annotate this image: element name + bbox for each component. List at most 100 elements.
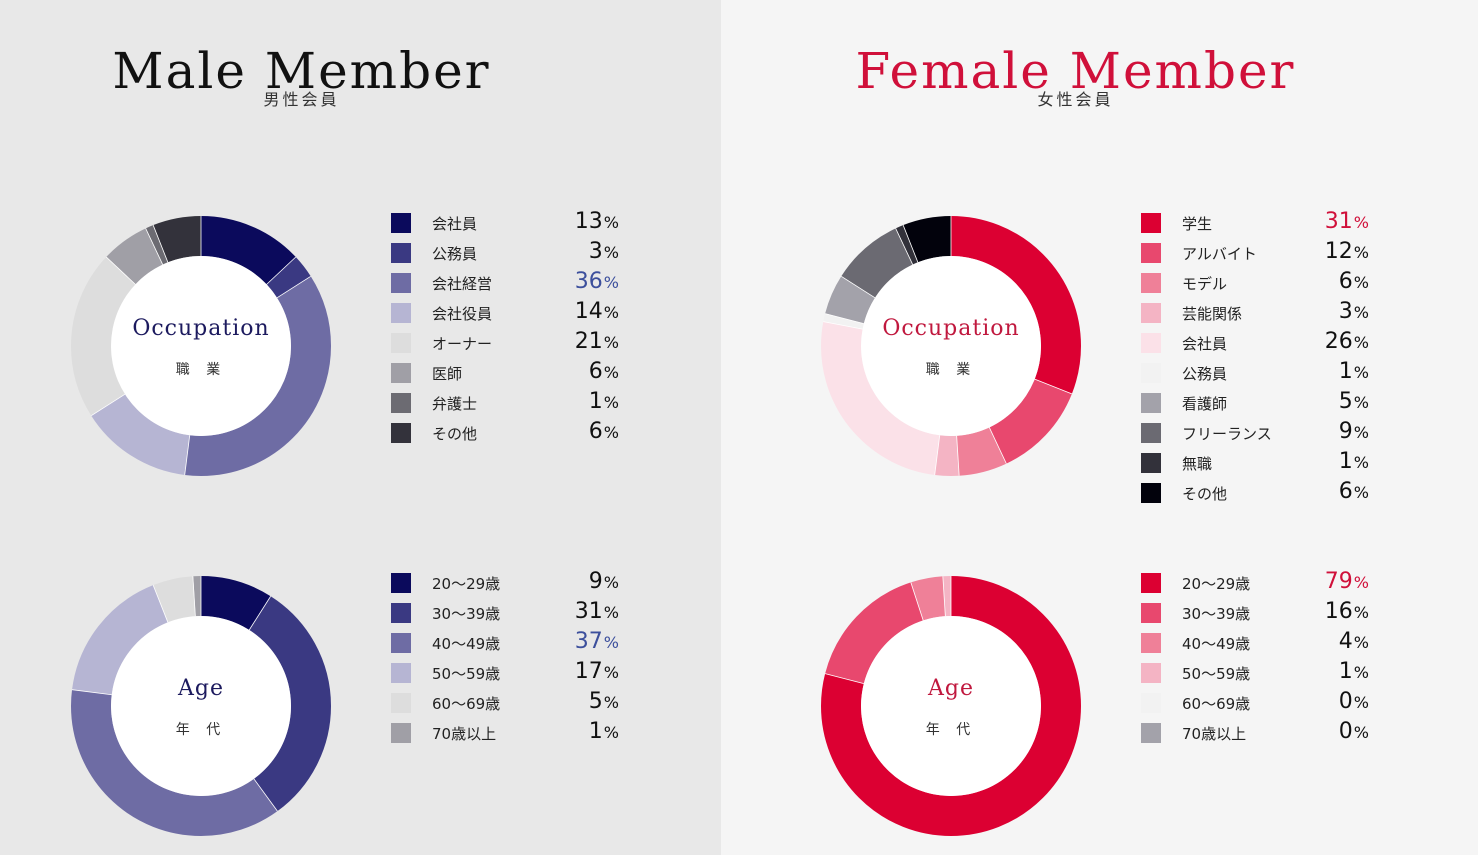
legend-value: 4% xyxy=(1339,629,1369,654)
slice-divider xyxy=(266,256,297,285)
legend-value: 1% xyxy=(1339,359,1369,384)
legend-value-number: 37 xyxy=(574,629,603,654)
legend-value: 36% xyxy=(575,269,619,294)
legend-value-unit: % xyxy=(603,303,619,322)
slice-divider xyxy=(152,224,169,263)
slice-divider xyxy=(248,596,271,631)
legend-value-number: 1 xyxy=(588,719,603,744)
legend-swatch xyxy=(1141,453,1161,473)
legend-value: 9% xyxy=(589,569,619,594)
donut-slice-5 xyxy=(71,216,331,476)
legend-value-unit: % xyxy=(1353,303,1369,322)
slice-divider xyxy=(184,435,191,476)
legend-value-number: 17 xyxy=(574,659,603,684)
legend-label: 60～69歳 xyxy=(432,695,501,713)
female-age-legend: 20～29歳 79% 30～39歳 16% 40～49歳 4% 50～59歳 1% 60～69歳… xyxy=(1141,569,1371,749)
legend-item: 70歳以上 0% xyxy=(1141,719,1371,749)
legend-item: 会社員 13% xyxy=(391,209,621,239)
legend-item: 公務員 1% xyxy=(1141,359,1371,389)
legend-value: 6% xyxy=(1339,269,1369,294)
donut-hole xyxy=(861,616,1041,796)
legend-value-unit: % xyxy=(1353,573,1369,592)
legend-item: 無職 1% xyxy=(1141,449,1371,479)
legend-value-unit: % xyxy=(603,213,619,232)
legend-value: 3% xyxy=(1339,299,1369,324)
female-age-chart xyxy=(821,576,1081,836)
legend-value-unit: % xyxy=(1353,603,1369,622)
legend-value-number: 36 xyxy=(574,269,603,294)
legend-value: 21% xyxy=(575,329,619,354)
legend-value: 3% xyxy=(589,239,619,264)
legend-value: 13% xyxy=(575,209,619,234)
legend-value-number: 31 xyxy=(1324,209,1353,234)
legend-value-unit: % xyxy=(603,243,619,262)
legend-swatch xyxy=(1141,663,1161,683)
legend-value-unit: % xyxy=(1353,243,1369,262)
legend-value-unit: % xyxy=(1353,273,1369,292)
legend-value-unit: % xyxy=(1353,483,1369,502)
legend-item: その他 6% xyxy=(391,419,621,449)
female-occupation-legend: 学生 31% アルバイト 12% モデル 6% 芸能関係 3% 会社員 26% 公務員 1% 看護師 5%… xyxy=(1141,209,1371,509)
legend-swatch xyxy=(1141,723,1161,743)
slice-divider xyxy=(253,778,278,812)
legend-value: 31% xyxy=(1325,209,1369,234)
male-occupation-legend: 会社員 13% 公務員 3% 会社経営 36% 会社役員 14% オーナー 21% 医師 6% 弁護士 1… xyxy=(391,209,621,449)
legend-swatch xyxy=(391,603,411,623)
legend-swatch xyxy=(391,363,411,383)
slice-divider xyxy=(105,256,136,285)
donut-slice-5 xyxy=(821,216,1081,476)
legend-label: 20～29歳 xyxy=(432,575,501,593)
legend-item: アルバイト 12% xyxy=(1141,239,1371,269)
legend-item: 学生 31% xyxy=(1141,209,1371,239)
legend-swatch xyxy=(1141,213,1161,233)
legend-value: 6% xyxy=(589,359,619,384)
legend-swatch xyxy=(1141,393,1161,413)
female-subtitle: 女性会員 xyxy=(1037,90,1114,109)
legend-label: 70歳以上 xyxy=(432,725,497,743)
legend-swatch xyxy=(1141,243,1161,263)
legend-item: 会社員 26% xyxy=(1141,329,1371,359)
legend-swatch xyxy=(391,333,411,353)
legend-swatch xyxy=(391,633,411,653)
legend-label: 20～29歳 xyxy=(1182,575,1251,593)
legend-label: オーナー xyxy=(432,335,493,353)
legend-value-unit: % xyxy=(603,273,619,292)
slice-divider xyxy=(910,582,924,621)
legend-swatch xyxy=(391,723,411,743)
donut-slice-2 xyxy=(71,576,331,836)
legend-swatch xyxy=(391,573,411,593)
legend-item: 弁護士 1% xyxy=(391,389,621,419)
slice-divider xyxy=(988,427,1007,464)
male-age-legend: 20～29歳 9% 30～39歳 31% 40～49歳 37% 50～59歳 17% 60～69… xyxy=(391,569,621,749)
legend-value-unit: % xyxy=(1353,213,1369,232)
legend-value: 1% xyxy=(1339,659,1369,684)
legend-value: 14% xyxy=(575,299,619,324)
legend-value: 6% xyxy=(1339,479,1369,504)
legend-item: オーナー 21% xyxy=(391,329,621,359)
male-panel: Male Member 男性会員 Occupation 職 業 会社員 13% 公務… xyxy=(0,0,721,855)
legend-label: 看護師 xyxy=(1182,395,1228,413)
legend-label: 弁護士 xyxy=(432,395,478,413)
slice-divider xyxy=(1034,378,1073,395)
slice-divider xyxy=(71,689,112,696)
legend-value-unit: % xyxy=(1353,393,1369,412)
slice-divider xyxy=(895,228,914,265)
legend-swatch xyxy=(391,243,411,263)
donut-hole xyxy=(861,256,1041,436)
legend-value-unit: % xyxy=(1353,453,1369,472)
legend-swatch xyxy=(1141,603,1161,623)
legend-label: モデル xyxy=(1182,275,1228,293)
legend-swatch xyxy=(1141,303,1161,323)
legend-value-unit: % xyxy=(603,603,619,622)
slice-divider xyxy=(942,576,946,617)
legend-label: 40～49歳 xyxy=(1182,635,1251,653)
legend-value-number: 12 xyxy=(1324,239,1353,264)
male-subtitle: 男性会員 xyxy=(263,90,340,109)
legend-value-number: 3 xyxy=(588,239,603,264)
slice-divider xyxy=(841,276,876,299)
legend-item: 20～29歳 9% xyxy=(391,569,621,599)
legend-item: モデル 6% xyxy=(1141,269,1371,299)
legend-value: 79% xyxy=(1325,569,1369,594)
legend-value-unit: % xyxy=(1353,423,1369,442)
legend-label: 50～59歳 xyxy=(1182,665,1251,683)
